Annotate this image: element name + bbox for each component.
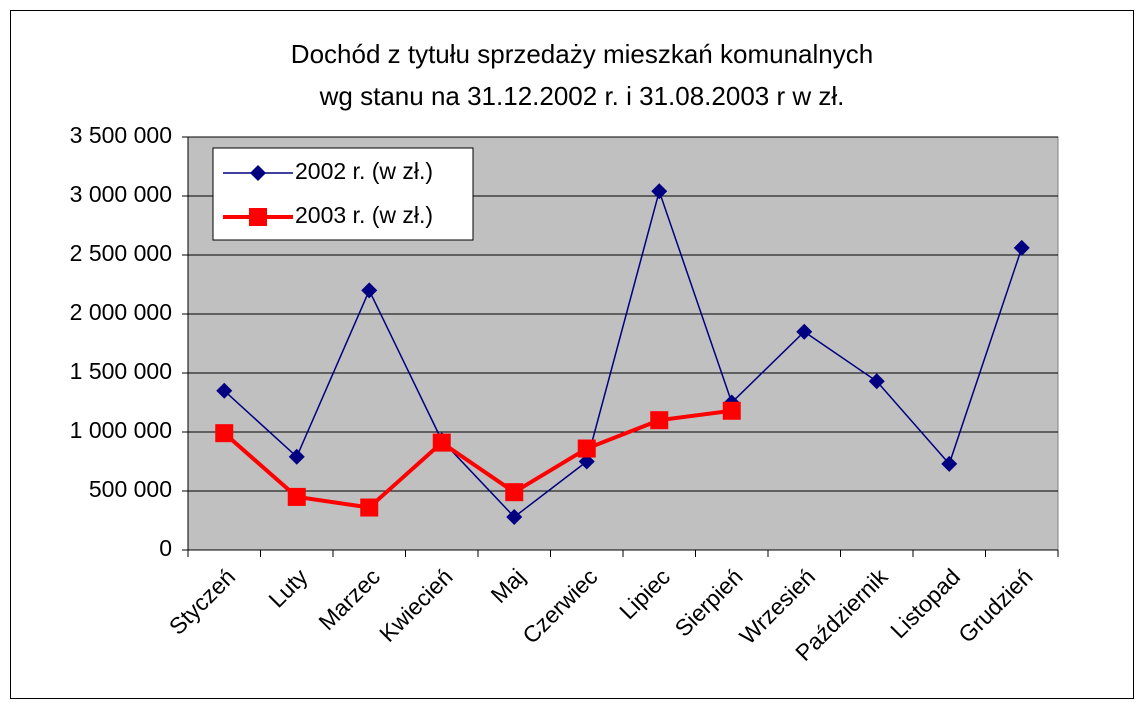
y-tick-label: 3 000 000 (70, 181, 172, 207)
marker (1013, 239, 1030, 256)
marker (868, 373, 885, 390)
legend-marker (249, 208, 267, 226)
series-line (222, 408, 733, 510)
marker (505, 483, 524, 502)
y-tick-label: 0 (159, 535, 172, 561)
legend-marker (250, 165, 266, 181)
legend-label: 2002 r. (w zł.) (295, 158, 433, 184)
y-tick-label: 2 500 000 (70, 240, 172, 266)
y-tick-label: 500 000 (89, 476, 172, 502)
marker (432, 433, 451, 452)
y-tick-label: 2 000 000 (70, 299, 172, 325)
marker (288, 448, 305, 465)
chart-title: Dochód z tytułu sprzedaży mieszkań komun… (291, 39, 873, 69)
marker (360, 498, 379, 517)
y-tick-label: 1 500 000 (70, 358, 172, 384)
marker (216, 382, 233, 399)
y-tick-label: 3 500 000 (70, 122, 172, 148)
y-tick-label: 1 000 000 (70, 417, 172, 443)
marker (796, 323, 813, 340)
marker (650, 411, 669, 430)
marker (722, 401, 741, 420)
chart-title: wg stanu na 31.12.2002 r. i 31.08.2003 r… (319, 81, 845, 111)
marker (361, 282, 378, 299)
legend-label: 2003 r. (w zł.) (295, 202, 433, 228)
marker (651, 183, 668, 200)
marker (577, 439, 596, 458)
marker (215, 424, 234, 443)
marker (506, 508, 523, 525)
marker (941, 455, 958, 472)
marker (287, 487, 306, 506)
series-line (223, 188, 1023, 518)
